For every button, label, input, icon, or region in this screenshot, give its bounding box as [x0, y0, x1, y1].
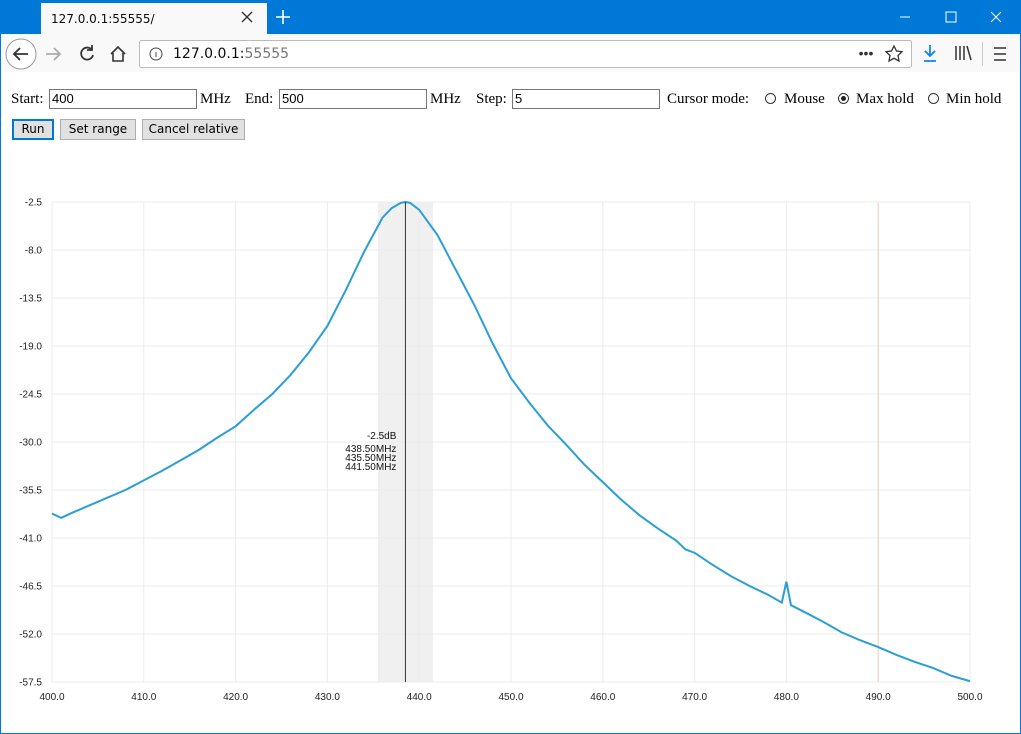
x-tick-label: 500.0	[957, 692, 982, 703]
unit: MHz	[430, 91, 461, 107]
new-tab[interactable]	[276, 10, 290, 24]
start-label: Start:	[11, 91, 44, 107]
button[interactable]: Run	[12, 119, 54, 140]
x-tick-label: 420.0	[223, 692, 248, 703]
x-tick-label: 470.0	[682, 692, 707, 703]
cursor-mode-label: Cursor mode:	[667, 91, 750, 107]
x-tick-label: 480.0	[774, 692, 799, 703]
y-tick-label: -35.5	[19, 486, 42, 497]
close[interactable]	[990, 11, 1002, 23]
cursor-freq: 438.50MHz	[345, 444, 396, 455]
data-line	[51, 200, 971, 683]
home[interactable]	[110, 45, 126, 62]
end-label: End:	[245, 91, 274, 107]
y-tick-label: -41.0	[19, 534, 42, 545]
url: 127.0.0.1:55555	[173, 46, 289, 62]
chrome-icons: •••	[0, 10, 1021, 72]
y-tick-label: -13.5	[19, 294, 42, 305]
cursor-value: -2.5dB	[367, 431, 397, 442]
radio-label[interactable]: Max hold	[856, 91, 914, 107]
radio[interactable]	[765, 93, 776, 104]
reload[interactable]	[80, 45, 94, 61]
unit: MHz	[200, 91, 231, 107]
x-tick-label: 440.0	[407, 692, 432, 703]
y-tick-label: -8.0	[25, 246, 43, 257]
radio-label[interactable]: Mouse	[784, 91, 825, 107]
library[interactable]	[955, 45, 972, 61]
downloads[interactable]	[924, 45, 936, 62]
y-tick-label: -46.5	[19, 582, 42, 593]
step-input[interactable]: 5	[512, 89, 660, 109]
radio-label[interactable]: Min hold	[946, 91, 1002, 107]
x-tick-label: 460.0	[590, 692, 615, 703]
y-tick-label: -2.5	[25, 198, 43, 209]
tab[interactable]	[41, 3, 267, 34]
button[interactable]: Set range	[60, 119, 136, 140]
tab-close[interactable]	[241, 11, 253, 23]
tab-title: 127.0.0.1:55555/	[51, 12, 155, 26]
maximize[interactable]	[945, 11, 957, 23]
radio[interactable]	[838, 93, 849, 104]
y-tick-label: -30.0	[19, 438, 42, 449]
x-tick-label: 410.0	[131, 692, 156, 703]
band-end: 441.50MHz	[345, 462, 396, 473]
menu[interactable]	[994, 47, 1006, 61]
start-input[interactable]: 400	[49, 89, 197, 109]
y-tick-label: -19.0	[19, 342, 42, 353]
svg-text:•••: •••	[859, 45, 874, 61]
url-host: 127.0.0.1:	[173, 46, 245, 62]
y-tick-label: -52.0	[19, 630, 42, 641]
y-tick-label: -24.5	[19, 390, 42, 401]
forward[interactable]	[46, 47, 62, 61]
x-tick-label: 490.0	[866, 692, 891, 703]
y-tick-label: -57.5	[19, 678, 42, 689]
button[interactable]: Cancel relative	[142, 119, 245, 140]
radio[interactable]	[928, 93, 939, 104]
step-label: Step:	[476, 91, 507, 107]
band-start: 435.50MHz	[345, 453, 396, 464]
url-port: 55555	[244, 46, 290, 62]
x-tick-label: 430.0	[315, 692, 340, 703]
end-input[interactable]: 500	[279, 89, 427, 109]
address-bar[interactable]	[139, 40, 912, 68]
x-tick-label: 400.0	[39, 692, 64, 703]
x-tick-label: 450.0	[498, 692, 523, 703]
bookmark[interactable]	[884, 44, 904, 63]
